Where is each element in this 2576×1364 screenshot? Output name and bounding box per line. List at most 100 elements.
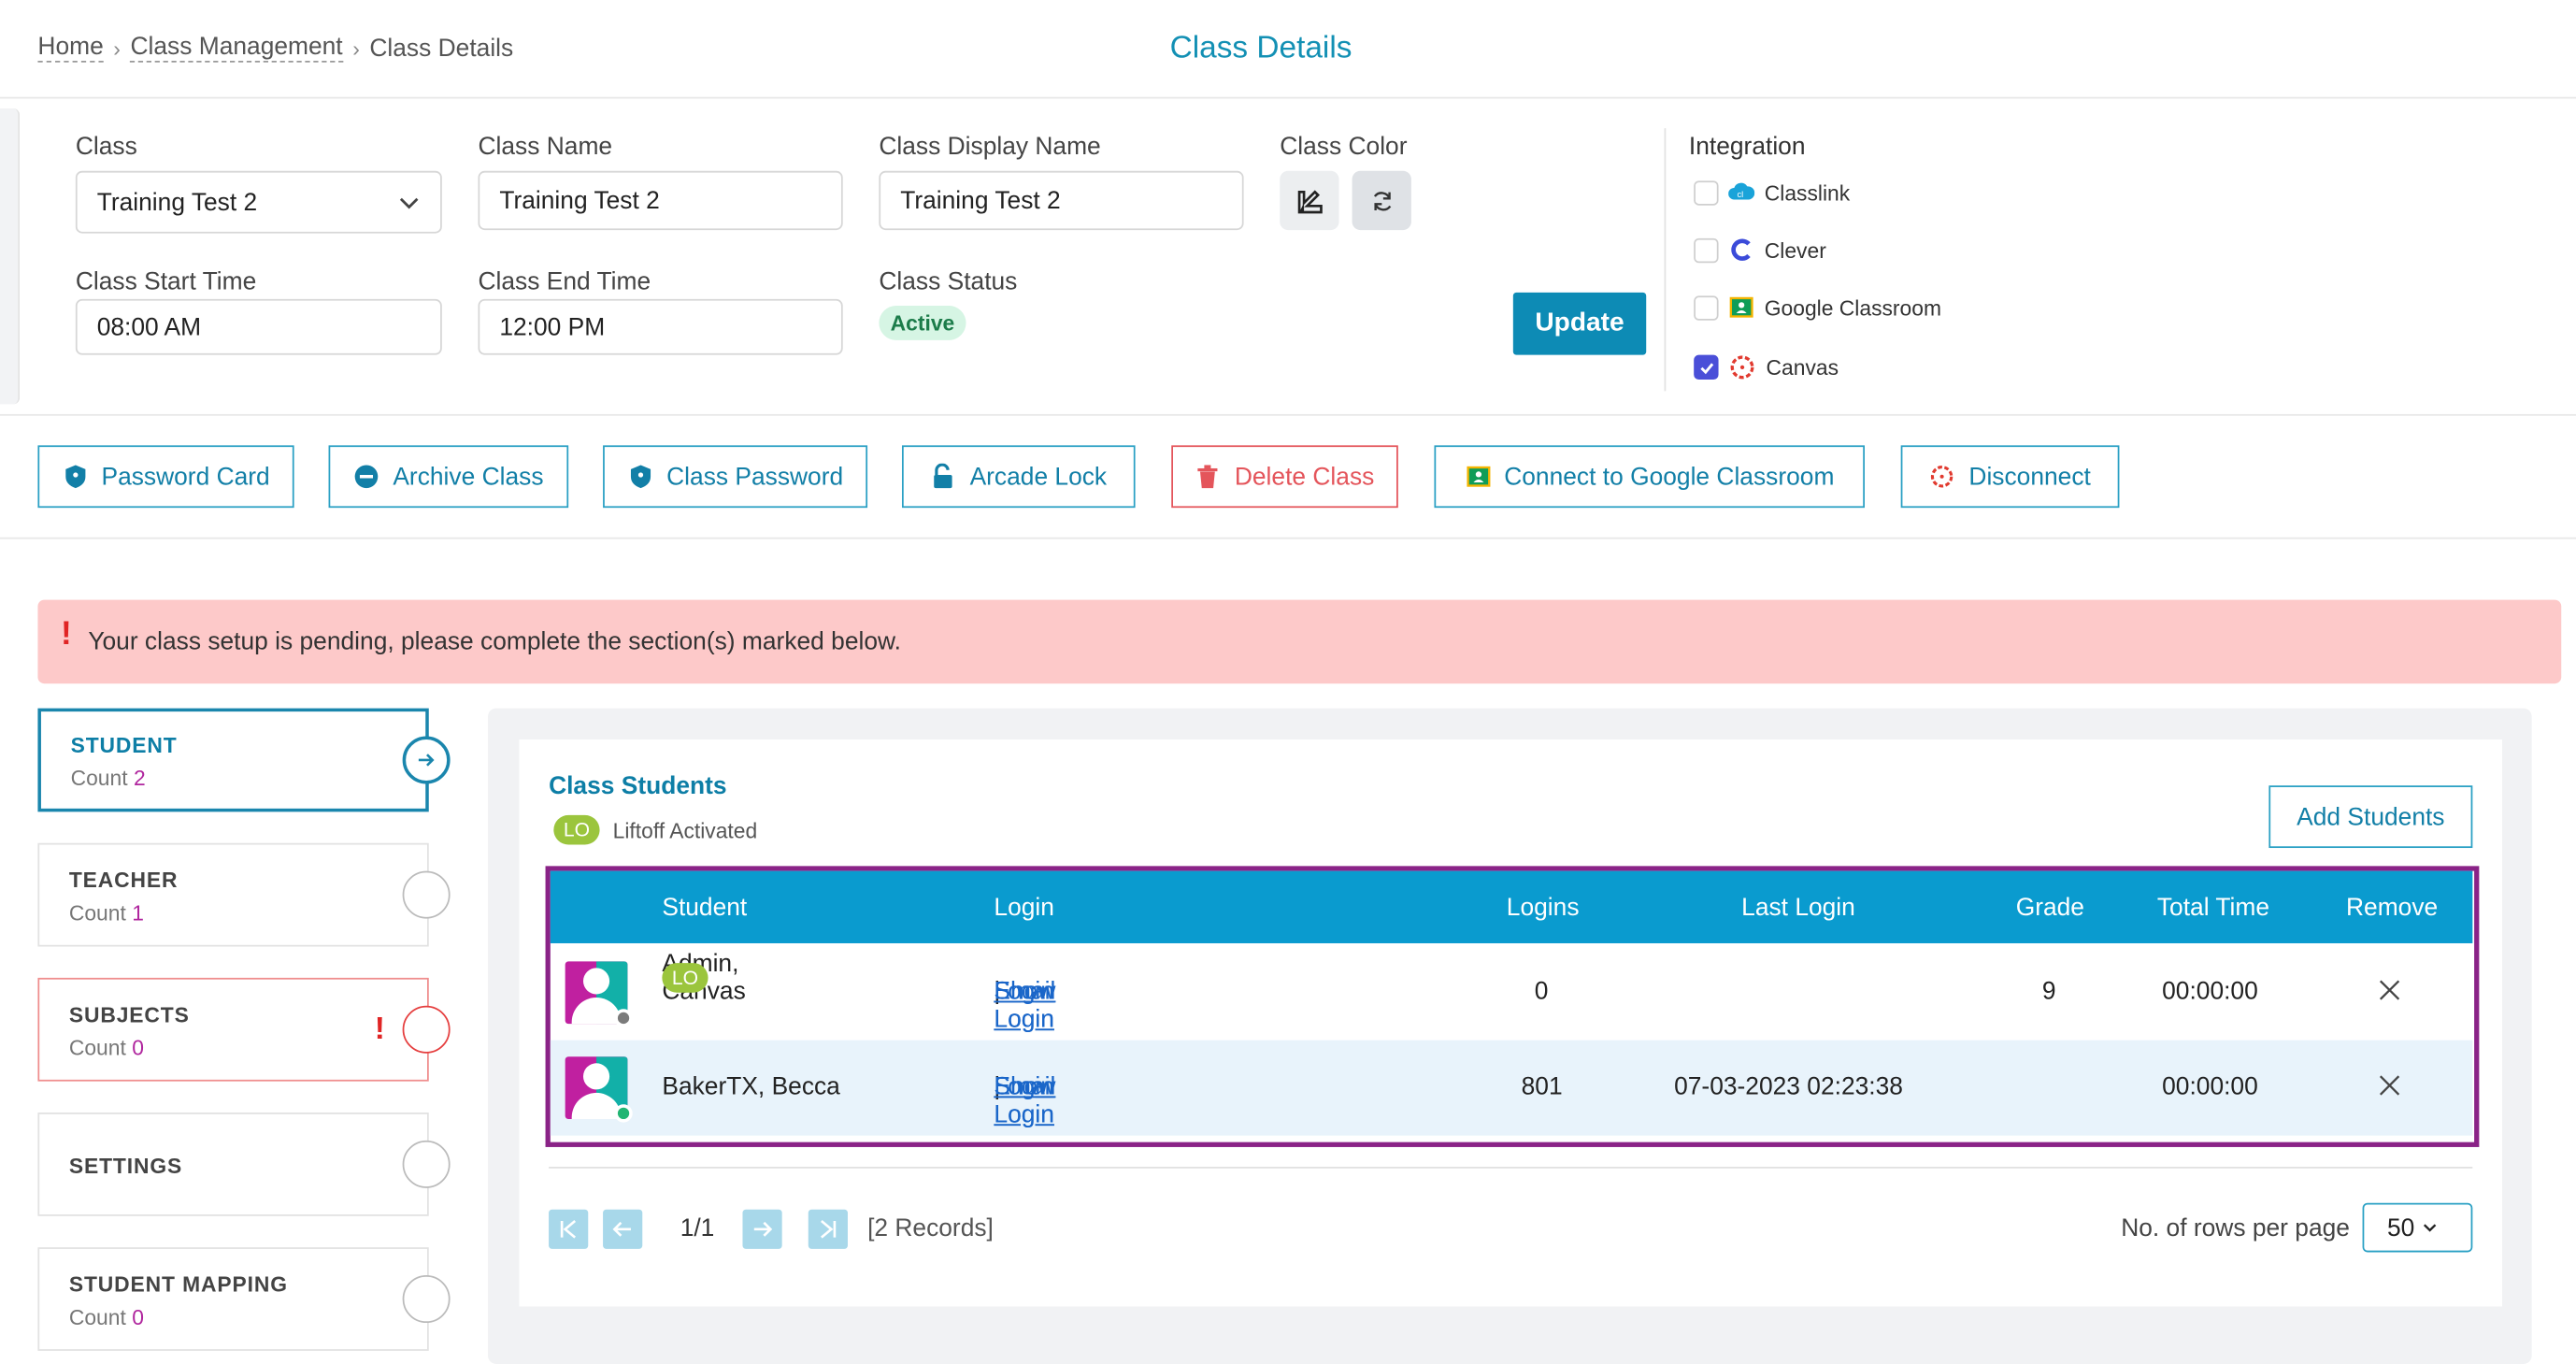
last-page-button[interactable] xyxy=(808,1209,848,1249)
show-login-link[interactable]: Show Login xyxy=(994,977,1056,1034)
classlink-icon: cl xyxy=(1728,182,1755,200)
logins-count: 0 xyxy=(1534,977,1549,1006)
col-grade: Grade xyxy=(2015,894,2084,923)
google-classroom-checkbox[interactable] xyxy=(1694,294,1719,320)
first-page-button[interactable] xyxy=(549,1209,589,1249)
tab-settings-step-indicator xyxy=(402,1140,451,1188)
delete-class-button[interactable]: Delete Class xyxy=(1171,445,1398,509)
archive-class-button[interactable]: Archive Class xyxy=(328,445,569,509)
integration-clever[interactable]: Clever xyxy=(1694,237,1826,263)
prev-page-button[interactable] xyxy=(603,1209,643,1249)
chevron-right-icon: › xyxy=(352,35,360,61)
class-label: Class xyxy=(75,133,137,162)
tab-student-mapping-count: Count 0 xyxy=(68,1304,144,1330)
arrow-right-icon xyxy=(418,754,435,767)
col-last-login: Last Login xyxy=(1741,894,1855,923)
display-name-input[interactable]: Training Test 2 xyxy=(879,170,1244,231)
page-indicator: 1/1 xyxy=(680,1214,715,1242)
header-divider xyxy=(0,96,2576,99)
status-dot xyxy=(614,1009,633,1027)
breadcrumb-class-management-link[interactable]: Class Management xyxy=(130,33,343,63)
remove-button[interactable] xyxy=(2379,980,2400,1008)
breadcrumb-home-link[interactable]: Home xyxy=(37,33,104,63)
unlock-icon xyxy=(934,463,953,489)
delete-class-label: Delete Class xyxy=(1234,462,1375,491)
color-picker-button[interactable] xyxy=(1280,170,1339,231)
login-link[interactable]: Login xyxy=(994,977,1054,1006)
show-login-link[interactable]: Show Login xyxy=(994,1072,1056,1129)
email-login-link[interactable]: Email Login xyxy=(994,977,1056,1034)
rows-per-page-value: 50 xyxy=(2386,1213,2415,1242)
tab-student[interactable]: STUDENT Count 2 xyxy=(37,708,429,812)
last-login: 07-03-2023 02:23:38 xyxy=(1674,1072,1903,1101)
tab-student-count: Count 2 xyxy=(70,766,146,791)
email-login-link[interactable]: Email Login xyxy=(994,1072,1056,1129)
password-card-button[interactable]: Password Card xyxy=(37,445,294,509)
integration-classlink[interactable]: cl Classlink xyxy=(1694,179,1850,206)
add-students-button[interactable]: Add Students xyxy=(2268,785,2473,849)
student-name[interactable]: BakerTX, Becca xyxy=(662,1072,840,1101)
tab-teacher-count: Count 1 xyxy=(68,900,144,926)
chevron-right-icon: › xyxy=(113,35,121,61)
total-time: 00:00:00 xyxy=(2162,1072,2258,1101)
tab-teacher[interactable]: TEACHER Count 1 xyxy=(37,842,429,947)
setup-pending-alert: ! Your class setup is pending, please co… xyxy=(37,599,2562,684)
trash-icon xyxy=(1198,465,1219,489)
class-name-input[interactable]: Training Test 2 xyxy=(478,170,843,231)
update-button[interactable]: Update xyxy=(1512,292,1647,355)
minus-circle-icon xyxy=(354,465,379,489)
arcade-lock-button[interactable]: Arcade Lock xyxy=(901,445,1136,509)
tab-teacher-title: TEACHER xyxy=(68,868,179,893)
canvas-icon xyxy=(1730,355,1754,380)
close-icon xyxy=(2379,980,2400,1000)
login-link[interactable]: Login xyxy=(994,1072,1054,1101)
arcade-lock-label: Arcade Lock xyxy=(969,462,1108,491)
chevron-down-icon xyxy=(399,197,419,209)
refresh-icon xyxy=(1373,191,1391,210)
tab-subjects[interactable]: SUBJECTS Count 0 ! xyxy=(37,977,429,1082)
google-classroom-icon xyxy=(1466,466,1490,487)
col-total-time: Total Time xyxy=(2156,894,2270,923)
end-time-value: 12:00 PM xyxy=(499,312,606,341)
rows-per-page-select[interactable]: 50 xyxy=(2362,1202,2473,1253)
records-count: [2 Records] xyxy=(867,1214,994,1242)
shield-icon xyxy=(64,465,85,489)
integration-divider xyxy=(1664,128,1667,392)
integration-title: Integration xyxy=(1688,133,1806,162)
canvas-checkbox[interactable] xyxy=(1694,354,1719,380)
tab-subjects-step-indicator xyxy=(402,1005,451,1054)
integration-canvas[interactable]: Canvas xyxy=(1694,353,1839,381)
google-classroom-label: Google Classroom xyxy=(1764,294,1941,320)
actions-divider xyxy=(0,537,2576,539)
connect-google-classroom-button[interactable]: Connect to Google Classroom xyxy=(1434,445,1865,509)
next-page-button[interactable] xyxy=(742,1209,782,1249)
remove-button[interactable] xyxy=(2379,1075,2400,1103)
tab-student-mapping[interactable]: STUDENT MAPPING Count 0 xyxy=(37,1247,429,1351)
form-divider xyxy=(0,413,2576,416)
class-password-label: Class Password xyxy=(666,462,844,491)
svg-text:cl: cl xyxy=(1737,190,1743,199)
integration-google-classroom[interactable]: Google Classroom xyxy=(1694,294,1941,321)
disconnect-button[interactable]: Disconnect xyxy=(1900,445,2120,509)
checkmark-icon xyxy=(1699,362,1713,374)
tab-settings-title: SETTINGS xyxy=(68,1153,183,1179)
col-remove: Remove xyxy=(2345,894,2439,923)
tab-student-step-indicator[interactable] xyxy=(402,736,451,784)
tab-student-title: STUDENT xyxy=(70,732,178,758)
lo-badge: LO xyxy=(553,814,600,845)
class-select[interactable]: Training Test 2 xyxy=(75,170,442,234)
students-table-frame xyxy=(545,866,2480,1147)
close-icon xyxy=(2379,1075,2400,1096)
avatar xyxy=(565,961,628,1025)
alert-text: Your class setup is pending, please comp… xyxy=(88,627,901,656)
logins-count: 801 xyxy=(1521,1072,1563,1101)
classlink-checkbox[interactable] xyxy=(1694,179,1719,205)
clever-checkbox[interactable] xyxy=(1694,237,1719,263)
start-time-input[interactable]: 08:00 AM xyxy=(75,298,442,355)
tab-settings[interactable]: SETTINGS xyxy=(37,1113,429,1216)
tab-teacher-step-indicator xyxy=(402,870,451,919)
end-time-input[interactable]: 12:00 PM xyxy=(478,298,843,355)
class-password-button[interactable]: Class Password xyxy=(603,445,868,509)
arrow-right-icon xyxy=(753,1221,773,1237)
reset-color-button[interactable] xyxy=(1352,170,1411,231)
